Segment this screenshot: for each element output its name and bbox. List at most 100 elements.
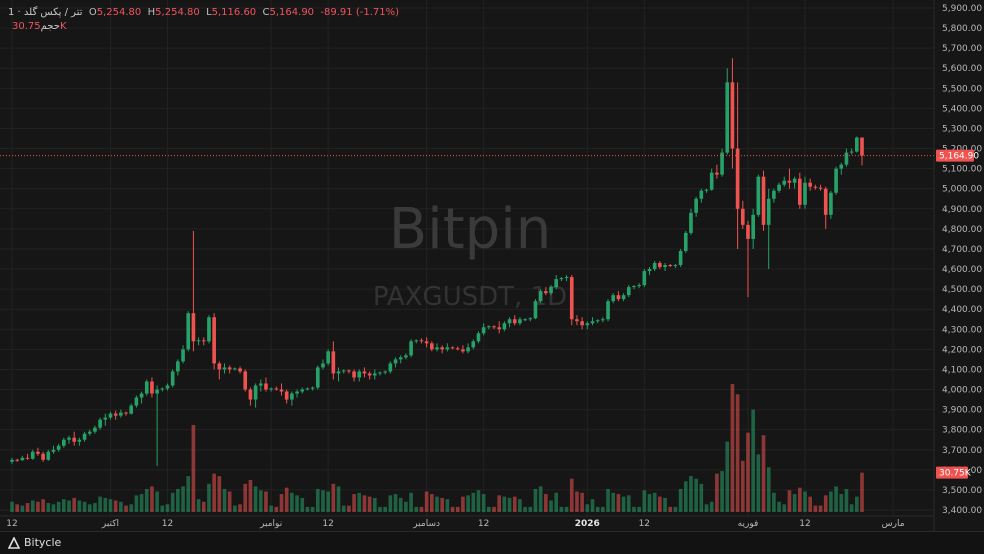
volume-bar [445,499,450,512]
volume-bar [829,491,833,512]
volume-bar [787,490,792,512]
candle-body [450,347,455,349]
candle-body [113,413,118,416]
volume-bar [849,504,854,512]
candle-body [290,393,294,400]
candle-body [585,323,590,326]
low-key: L [206,7,212,18]
candle-body [98,419,102,428]
candle-body [196,340,201,342]
volume-bar [404,501,408,512]
volume-bar [269,505,273,512]
volume-bar [409,492,413,512]
volume-bar [258,490,263,512]
volume-bar [150,486,154,512]
time-tick-label: دسامبر [412,519,440,529]
candle-body [797,178,802,205]
volume-bar [823,495,828,512]
price-tick-label: 4,700.00 [942,245,982,255]
candle-body [808,182,812,187]
volume-bar [419,506,424,512]
volume-bar [487,506,491,512]
price-tick-label: 4,800.00 [942,225,982,235]
candle-body [295,391,299,394]
volume-bar [134,495,139,512]
candle-body [279,389,284,392]
volume-bar [165,504,170,512]
volume-bar [834,486,838,512]
change-value: -89.91 (-1.71%) [320,7,399,18]
volume-bar [326,491,330,512]
candle-body [321,363,325,368]
volume-bar [450,506,455,512]
price-tick-label: 5,400.00 [942,104,982,114]
volume-bar [155,491,159,512]
bitycle-logo-icon [8,536,20,549]
candle-body [549,287,553,294]
candle-body [227,367,232,370]
volume-bar [352,494,356,512]
time-tick-label: اکتبر [101,519,119,529]
volume-bar [315,488,320,512]
volume-bar [160,505,165,512]
candle-body [155,389,159,394]
volume-bar [279,494,284,512]
volume-bar [606,488,610,512]
volume-bar [62,499,66,512]
time-axis[interactable]: 12 اکتبر 12 نوامبر 12 دسامبر 12 2026 12 فوریه 12 ما… [0,515,934,529]
volume-bar [585,504,590,512]
candle-body [621,295,626,300]
symbol-title[interactable]: 1 · تتر / پکس گلد [8,7,83,18]
candle-body [409,341,413,356]
volume-bar [797,487,802,512]
volume-bar [362,495,367,512]
price-tick-label: 4,400.00 [942,305,982,315]
price-tick-label: 4,600.00 [942,265,982,275]
candle-body [507,319,512,324]
volume-bar [440,497,444,512]
candle-body [663,265,667,268]
candle-body [315,367,320,388]
price-tick-label: 5,000.00 [942,185,982,195]
candle-body [595,320,600,322]
price-axis[interactable]: 3,400.003,500.003,600.003,700.003,800.00… [933,0,982,532]
price-tick-label: 3,500.00 [942,486,982,496]
price-tick-label: 5,300.00 [942,124,982,134]
volume-bar [295,495,299,512]
volume-bar [191,424,196,512]
candle-body [165,385,170,389]
close-value: 5,164.90 [269,7,315,18]
volume-bar [347,505,351,512]
volume-bar [777,501,781,512]
time-tick-label: 12 [799,519,810,529]
candle-body [777,184,781,191]
candle-body [347,370,351,372]
candle-body [93,427,97,432]
candle-body [689,212,693,233]
volume-bar [715,473,719,512]
volume-bar [683,481,688,512]
watermark-pair: PAXGUSDT, 1D [373,282,567,312]
volume-bar [233,505,237,512]
open-key: O [88,7,97,18]
volume-bar [601,506,605,512]
candle-body [326,351,330,364]
footer-brand[interactable]: Bitycle [8,536,61,549]
volume-bar [56,501,61,512]
volume-bar [544,494,548,512]
candle-body [569,277,574,320]
candle-body [823,188,828,215]
volume-bar [658,496,662,512]
candle-body [30,451,35,459]
volume-bars [10,384,864,512]
watermark-brand: Bitpin [389,197,552,262]
volume-bar [284,487,289,512]
candle-body [455,348,460,350]
volume-bar [144,488,149,512]
candle-body [284,391,289,400]
candle-body [176,361,180,372]
volume-bar [367,496,372,512]
volume-bar [720,471,724,512]
volume-bar [746,432,750,512]
